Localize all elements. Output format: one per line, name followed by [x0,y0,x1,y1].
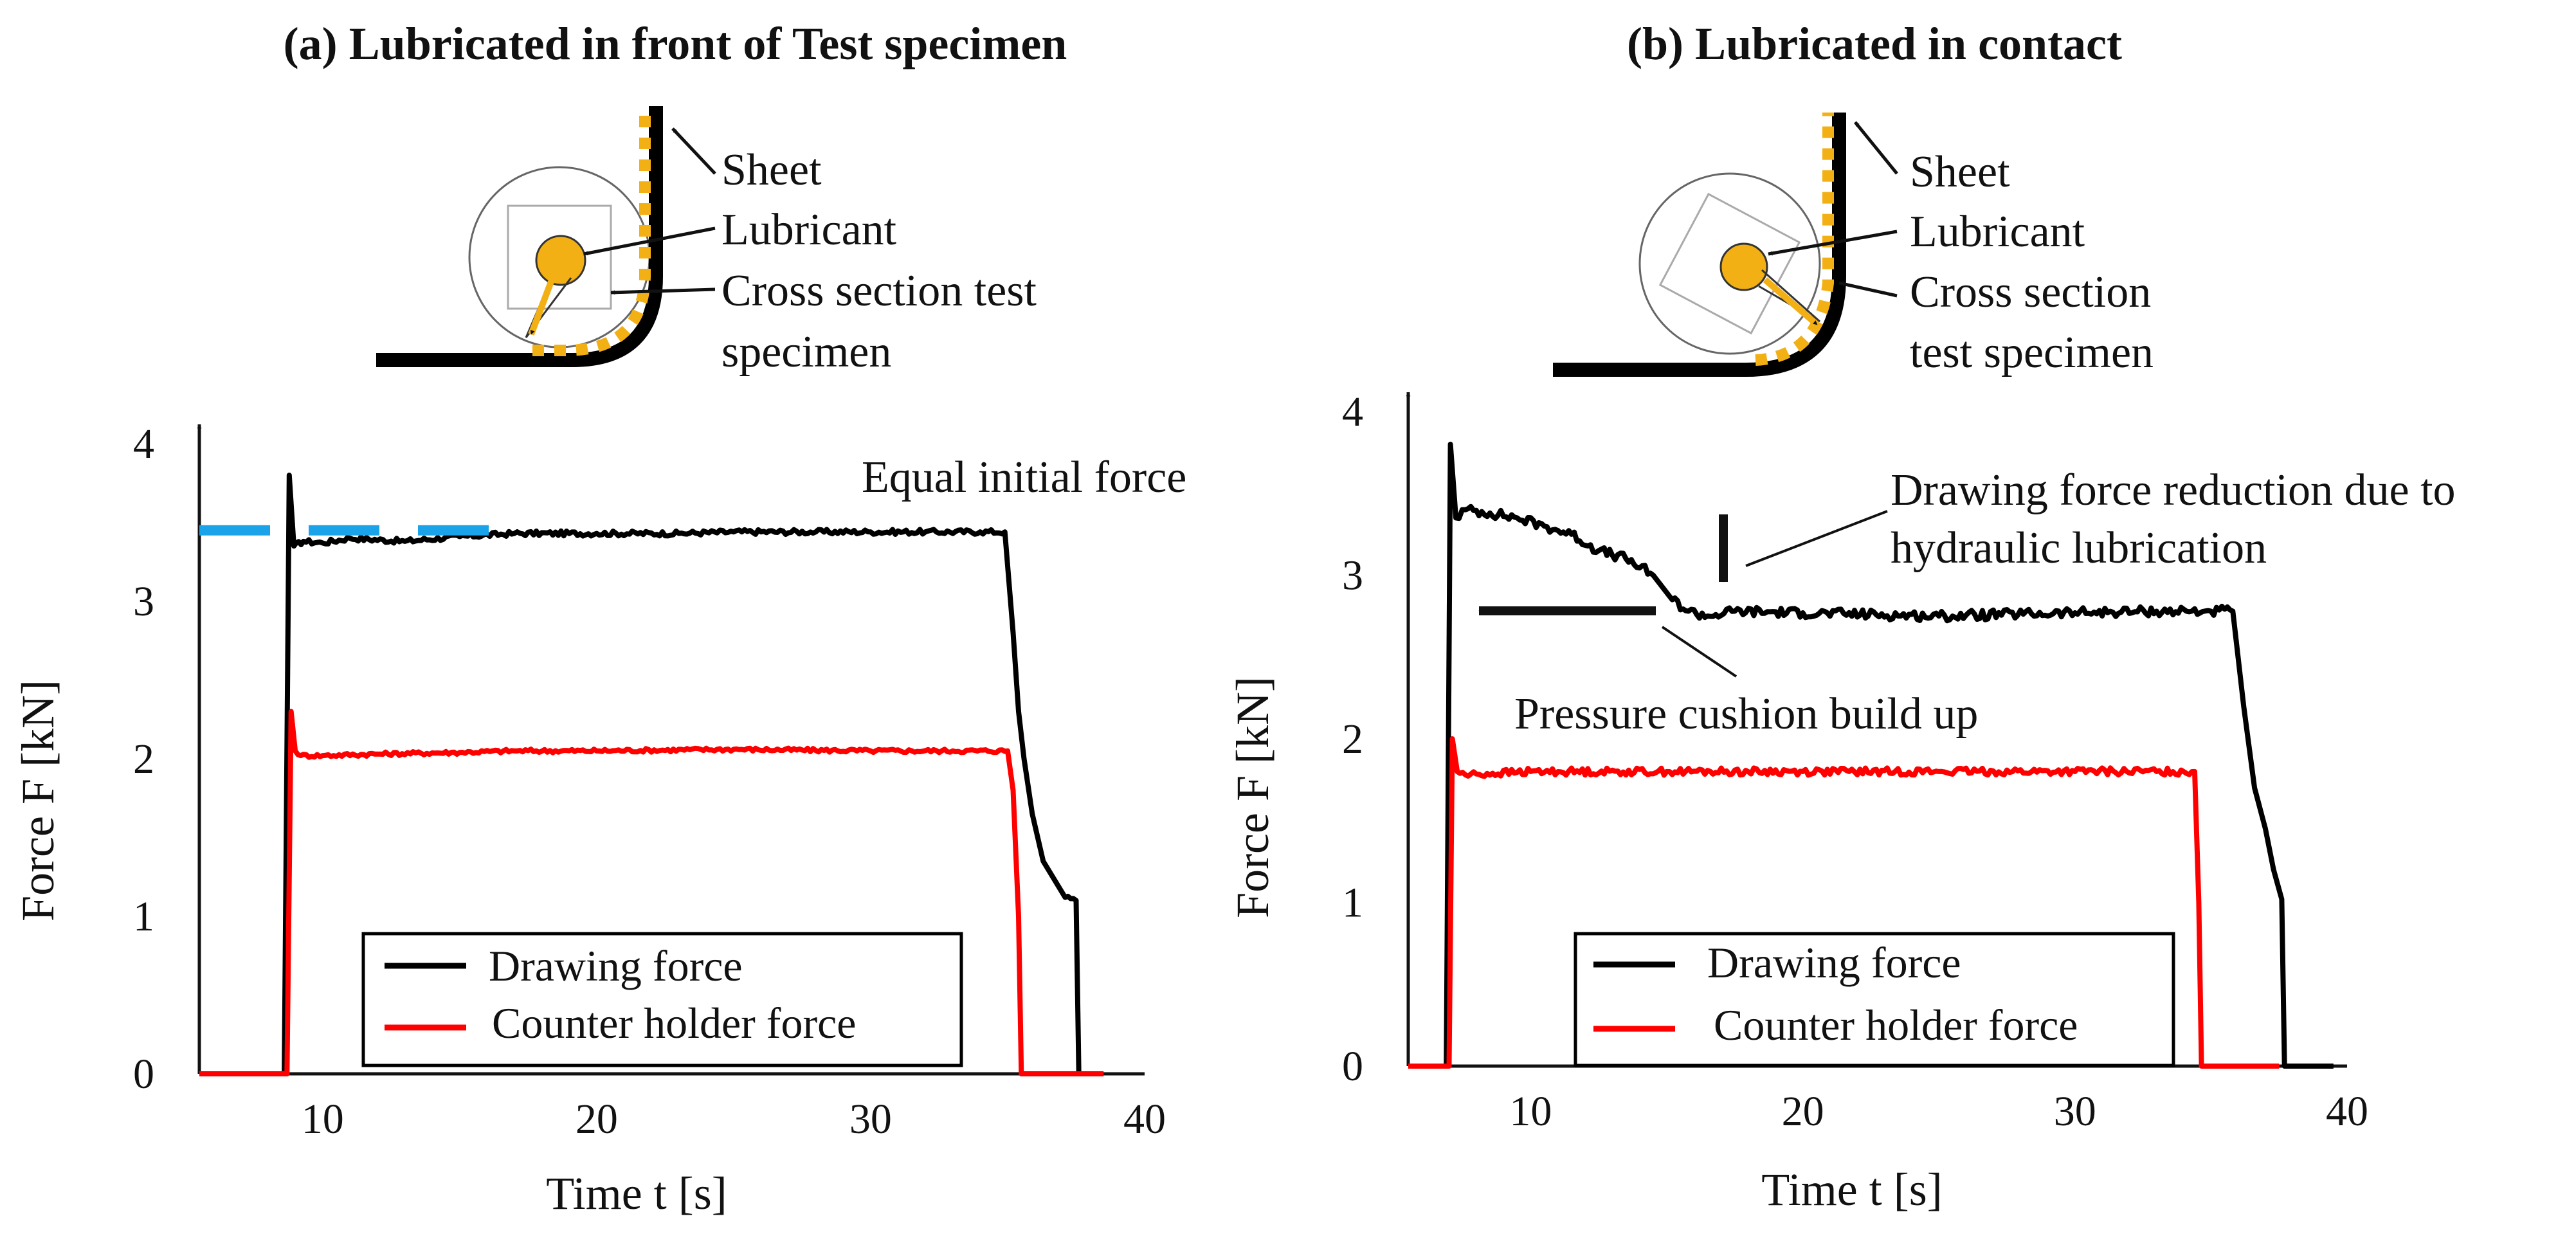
roller-circle [1638,172,1821,355]
x-tick-label: 40 [1123,1096,1166,1143]
equal-initial-force-label: Equal initial force [862,453,1186,502]
x-tick-label: 10 [302,1096,344,1143]
x-tick-label: 20 [1782,1088,1824,1135]
schematic-a: Sheet Lubricant Cross section test speci… [376,106,1037,377]
x-tick-label: 30 [849,1096,892,1143]
lubricant-layer [532,109,651,356]
label-lubricant: Lubricant [721,205,897,255]
y-tick-label: 4 [1342,388,1363,435]
schematic-b: Sheet Lubricant Cross section test speci… [1553,113,2154,377]
lubricant-channel [1758,269,1820,323]
y-tick-label: 0 [133,1051,154,1098]
plot-b: 0 1 2 3 4 10 20 30 40 [1342,388,2368,1135]
label-sheet: Sheet [1910,147,2010,197]
xlabel-a: Time t [s] [546,1168,727,1219]
x-tick-label: 30 [2054,1088,2096,1135]
drawing-force-line [199,473,1104,1076]
x-tick-label: 10 [1509,1088,1552,1135]
x-tick-label: 40 [2326,1088,2368,1135]
label-sheet: Sheet [721,145,822,195]
y-tick-label: 2 [133,736,154,783]
sheet-pointer [1854,121,1898,175]
x-tick-label: 20 [576,1096,618,1143]
lubricant-reservoir [535,235,586,286]
legend-b-box [1574,932,2175,1067]
counter-holder-force-line [1408,736,2280,1069]
plot-a: 0 1 2 3 4 10 20 30 40 [133,421,1166,1143]
panel-a-title: (a) Lubricated in front of Test specimen [284,18,1067,69]
label-cross-section: Cross section test [721,266,1037,316]
legend-a-drawing: Drawing force [489,941,743,990]
ylabel-a: Force F [kN] [12,680,64,921]
panel-b: (b) Lubricated in contact Sheet Lubrican… [1227,18,2456,1215]
specimen-pointer [1838,281,1898,298]
reduction-label-line1: Drawing force reduction due to [1891,466,2456,515]
lubricant-reservoir [1719,242,1768,291]
y-tick-label: 2 [1342,716,1363,763]
legend-b-counter: Counter holder force [1714,1001,2078,1049]
counter-holder-force-line [199,709,1104,1076]
annotations-b: Drawing force reduction due to hydraulic… [1478,466,2456,739]
legend-b: Drawing force Counter holder force [1574,932,2175,1067]
sheet-path [1553,113,1846,377]
lubricant-flow-arrow [528,272,558,336]
y-tick-label: 4 [133,421,154,467]
legend-b-drawing: Drawing force [1707,938,1961,987]
panel-a: (a) Lubricated in front of Test specimen… [12,18,1186,1219]
sheet-path [376,106,663,367]
cushion-label: Pressure cushion build up [1514,689,1978,739]
y-tick-label: 0 [1342,1043,1363,1090]
lubricant-pointer [583,226,716,256]
legend-a-box [361,932,963,1067]
label-lubricant: Lubricant [1910,207,2085,257]
lubricant-flow-arrow [1763,277,1820,327]
y-tick-label: 1 [133,893,154,940]
cushion-pointer [1661,626,1737,678]
xlabel-b: Time t [s] [1761,1164,1942,1215]
drawing-force-line [1408,441,2334,1069]
label-specimen: specimen [721,327,891,377]
legend-a-counter: Counter holder force [492,999,856,1047]
lubricant-pointer [1768,230,1898,256]
reduction-pointer [1745,510,1888,567]
label-specimen: test specimen [1910,328,2154,377]
y-tick-label: 3 [1342,552,1363,599]
ylabel-b: Force F [kN] [1227,676,1278,918]
y-tick-label: 3 [133,578,154,625]
sheet-pointer [671,127,716,175]
label-cross-section: Cross section [1910,267,2151,317]
specimen-pointer [610,287,716,295]
reduction-label-line2: hydraulic lubrication [1891,523,2267,573]
specimen-outline [507,204,612,310]
legend-a: Drawing force Counter holder force [361,932,963,1067]
panel-b-title: (b) Lubricated in contact [1627,18,2122,69]
y-tick-label: 1 [1342,880,1363,927]
